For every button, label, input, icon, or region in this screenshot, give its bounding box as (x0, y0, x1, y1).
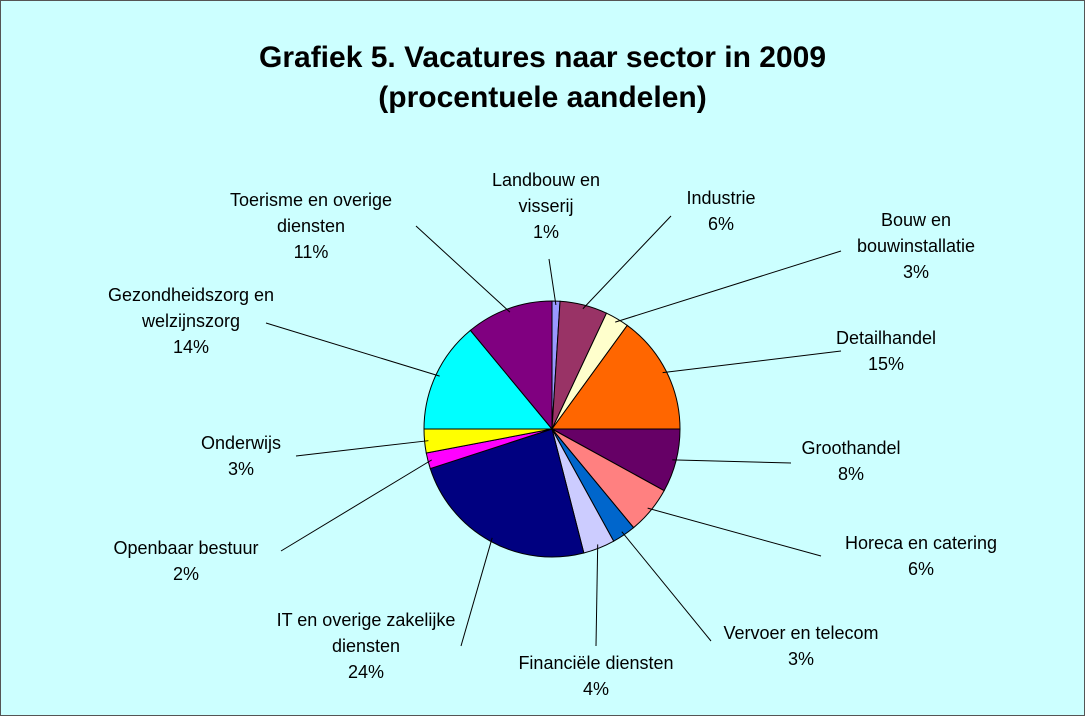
slice-name: Vervoer en telecom (723, 623, 879, 643)
slice-value: 11% (293, 242, 329, 262)
slice-name: Horeca en catering (844, 533, 998, 553)
slice-name: Openbaar bestuur (113, 538, 259, 558)
leader-line (615, 250, 842, 323)
chart-title: Grafiek 5. Vacatures naar sector in 2009 (259, 41, 826, 74)
slice-label: Industrie 6% (661, 185, 781, 237)
leader-line (662, 350, 842, 374)
leader-line (460, 537, 493, 647)
slice-name: Onderwijs (200, 433, 282, 453)
slice-label: Vervoer en telecom 3% (701, 620, 901, 672)
leader-line (582, 215, 672, 310)
pie-slice (423, 329, 554, 430)
slice-value: 15% (867, 354, 905, 374)
slice-value: 3% (902, 262, 929, 282)
slice-label: IT en overige zakelijke diensten 24% (271, 607, 461, 685)
slice-value: 3% (227, 459, 254, 479)
slice-name: Industrie (686, 188, 756, 208)
slice-value: 4% (582, 679, 609, 699)
leader-line (621, 531, 712, 642)
slice-name: Groothandel (801, 438, 901, 458)
slice-label: Horeca en catering 6% (811, 530, 1031, 582)
leader-line (672, 459, 792, 464)
pie-slice (469, 300, 553, 431)
slice-value: 6% (907, 559, 934, 579)
pie-slice (551, 324, 681, 430)
slice-value: 1% (532, 222, 559, 242)
leader-line (415, 225, 511, 313)
slice-name: Gezondheidszorg en welzijnszorg (107, 285, 275, 331)
slice-name: Toerisme en overige diensten (229, 190, 393, 236)
leader-line (280, 459, 432, 552)
slice-label: Toerisme en overige diensten 11% (211, 187, 411, 265)
slice-label: Gezondheidszorg en welzijnszorg 14% (101, 282, 281, 360)
slice-name: IT en overige zakelijke diensten (276, 610, 456, 656)
slice-label: Financiële diensten 4% (486, 650, 706, 702)
slice-name: Financiële diensten (518, 653, 674, 673)
slice-value: 14% (172, 337, 210, 357)
slice-name: Bouw en bouwinstallatie (856, 210, 976, 256)
slice-name: Detailhandel (835, 328, 937, 348)
slice-label: Landbouw en visserij 1% (471, 167, 621, 245)
slice-value: 24% (347, 662, 385, 682)
slice-value: 3% (787, 649, 814, 669)
slice-label: Detailhandel 15% (806, 325, 966, 377)
leader-line (595, 544, 599, 647)
leader-line (647, 507, 822, 557)
slice-label: Openbaar bestuur 2% (76, 535, 296, 587)
slice-value: 6% (707, 214, 734, 234)
slice-label: Groothandel 8% (781, 435, 921, 487)
chart-subtitle: (procentuele aandelen) (378, 81, 707, 114)
slice-value: 2% (172, 564, 199, 584)
leader-line (265, 322, 440, 377)
leader-line (295, 440, 429, 457)
slice-name: Landbouw en visserij (491, 170, 601, 216)
slice-label: Bouw en bouwinstallatie 3% (831, 207, 1001, 285)
leader-line (548, 258, 557, 305)
slice-value: 8% (837, 464, 864, 484)
pie-slice (429, 428, 585, 558)
slice-label: Onderwijs 3% (171, 430, 311, 482)
